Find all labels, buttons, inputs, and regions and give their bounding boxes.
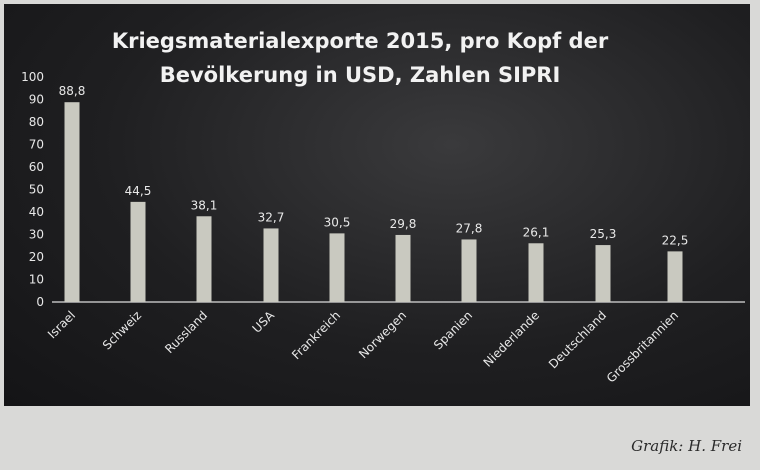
- y-tick-label: 10: [29, 273, 44, 287]
- bar-deutschland: [595, 245, 611, 302]
- y-tick-label: 90: [29, 93, 44, 107]
- bar-norwegen: [395, 234, 411, 302]
- bar-frankreich: [329, 233, 345, 302]
- data-label: 44,5: [125, 184, 152, 198]
- x-tick-label: Schweiz: [100, 308, 144, 352]
- y-tick-label: 60: [29, 160, 44, 174]
- y-tick-label: 100: [21, 70, 44, 84]
- y-tick-label: 50: [29, 183, 44, 197]
- x-tick-label: Grossbritannien: [604, 308, 681, 385]
- bar-niederlande: [528, 243, 544, 302]
- bar-usa: [263, 228, 279, 302]
- bar-grossbritannien: [667, 251, 683, 302]
- data-label: 30,5: [324, 215, 351, 229]
- data-label: 22,5: [662, 233, 689, 247]
- chart-title: Kriegsmaterialexporte 2015, pro Kopf der…: [60, 24, 660, 92]
- bar-schweiz: [130, 201, 146, 302]
- data-label: 25,3: [590, 227, 617, 241]
- x-tick-label: Russland: [162, 308, 210, 356]
- credit-text: Grafik: H. Frei: [631, 437, 742, 455]
- data-label: 88,8: [59, 84, 86, 98]
- data-label: 32,7: [258, 210, 285, 224]
- bar-israel: [64, 102, 80, 302]
- y-tick-label: 40: [29, 205, 44, 219]
- data-label: 27,8: [456, 221, 483, 235]
- x-tick-label: Norwegen: [356, 308, 409, 361]
- x-tick-label: USA: [250, 308, 278, 336]
- data-label: 26,1: [523, 225, 550, 239]
- bar-spanien: [461, 239, 477, 302]
- bar-russland: [196, 216, 212, 302]
- chart-panel: [4, 4, 750, 406]
- y-tick-label: 0: [36, 295, 44, 309]
- x-tick-label: Deutschland: [546, 308, 609, 371]
- title-line-1: Kriegsmaterialexporte 2015, pro Kopf der: [111, 29, 609, 53]
- data-label: 29,8: [390, 217, 417, 231]
- y-tick-label: 80: [29, 115, 44, 129]
- y-tick-label: 20: [29, 250, 44, 264]
- y-tick-label: 70: [29, 138, 44, 152]
- x-tick-label: Spanien: [431, 308, 475, 352]
- x-tick-label: Frankreich: [289, 308, 343, 362]
- data-label: 38,1: [191, 198, 218, 212]
- x-tick-label: Niederlande: [481, 308, 542, 369]
- y-tick-label: 30: [29, 228, 44, 242]
- x-tick-label: Israel: [45, 308, 78, 341]
- title-line-2: Bevölkerung in USD, Zahlen SIPRI: [159, 63, 561, 87]
